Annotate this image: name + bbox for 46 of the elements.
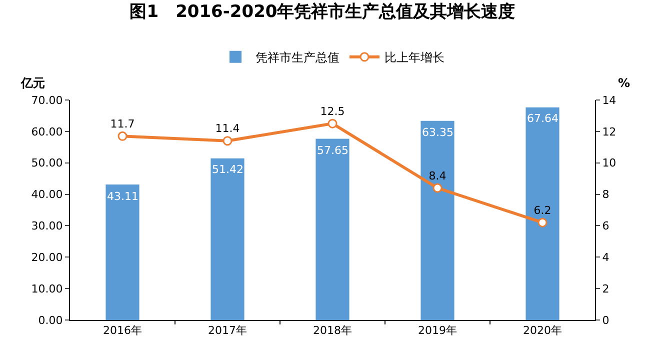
- y2-tick-label: 2: [602, 282, 610, 296]
- legend-label: 凭祥市生产总值: [256, 50, 340, 65]
- y2-tick-label: 14: [602, 94, 616, 107]
- y-axis-title: 亿元: [20, 76, 45, 90]
- legend-label: 比上年增长: [384, 50, 444, 65]
- x-tick-label: 2016年: [103, 324, 142, 338]
- x-tick-label: 2019年: [418, 324, 457, 338]
- data-label: 6.2: [534, 204, 552, 217]
- x-tick-label: 2017年: [208, 324, 247, 338]
- chart-title: 图1 2016-2020年凭祥市生产总值及其增长速度: [130, 2, 516, 22]
- bar: [420, 120, 454, 320]
- y-tick-label: 70.00: [31, 94, 63, 107]
- y-tick-label: 10.00: [31, 282, 63, 296]
- y2-axis-title: %: [618, 76, 630, 90]
- y2-tick-label: 0: [602, 314, 610, 327]
- y2-tick-label: 8: [602, 188, 610, 202]
- data-label: 12.5: [320, 104, 345, 118]
- data-label: 11.4: [215, 122, 240, 136]
- y2-tick-label: 6: [602, 220, 610, 233]
- data-label: 11.7: [110, 117, 135, 130]
- x-tick-label: 2018年: [313, 324, 352, 338]
- y-tick-label: 50.00: [31, 156, 63, 170]
- point: [538, 218, 548, 228]
- data-label: 51.42: [212, 163, 244, 176]
- data-label: 43.11: [107, 190, 138, 203]
- point: [118, 131, 128, 141]
- y2-tick-label: 4: [602, 250, 610, 264]
- data-label: 63.35: [422, 126, 454, 139]
- point: [222, 136, 232, 146]
- y2-tick-label: 10: [602, 156, 616, 170]
- bar: [526, 107, 560, 320]
- data-label: 57.65: [317, 144, 348, 157]
- bar: [316, 138, 350, 320]
- bar: [210, 158, 244, 320]
- point: [432, 183, 442, 193]
- y-tick-label: 30.00: [31, 220, 63, 233]
- x-tick-label: 2020年: [523, 324, 562, 338]
- point: [328, 118, 338, 128]
- data-label: 67.64: [527, 112, 558, 125]
- y-tick-label: 0.00: [38, 314, 63, 327]
- bar: [106, 184, 140, 320]
- y-tick-label: 40.00: [31, 188, 63, 202]
- data-label: 8.4: [428, 169, 446, 182]
- y-tick-label: 20.00: [31, 250, 63, 264]
- y2-tick-label: 12: [602, 125, 616, 138]
- y-tick-label: 60.00: [31, 125, 63, 138]
